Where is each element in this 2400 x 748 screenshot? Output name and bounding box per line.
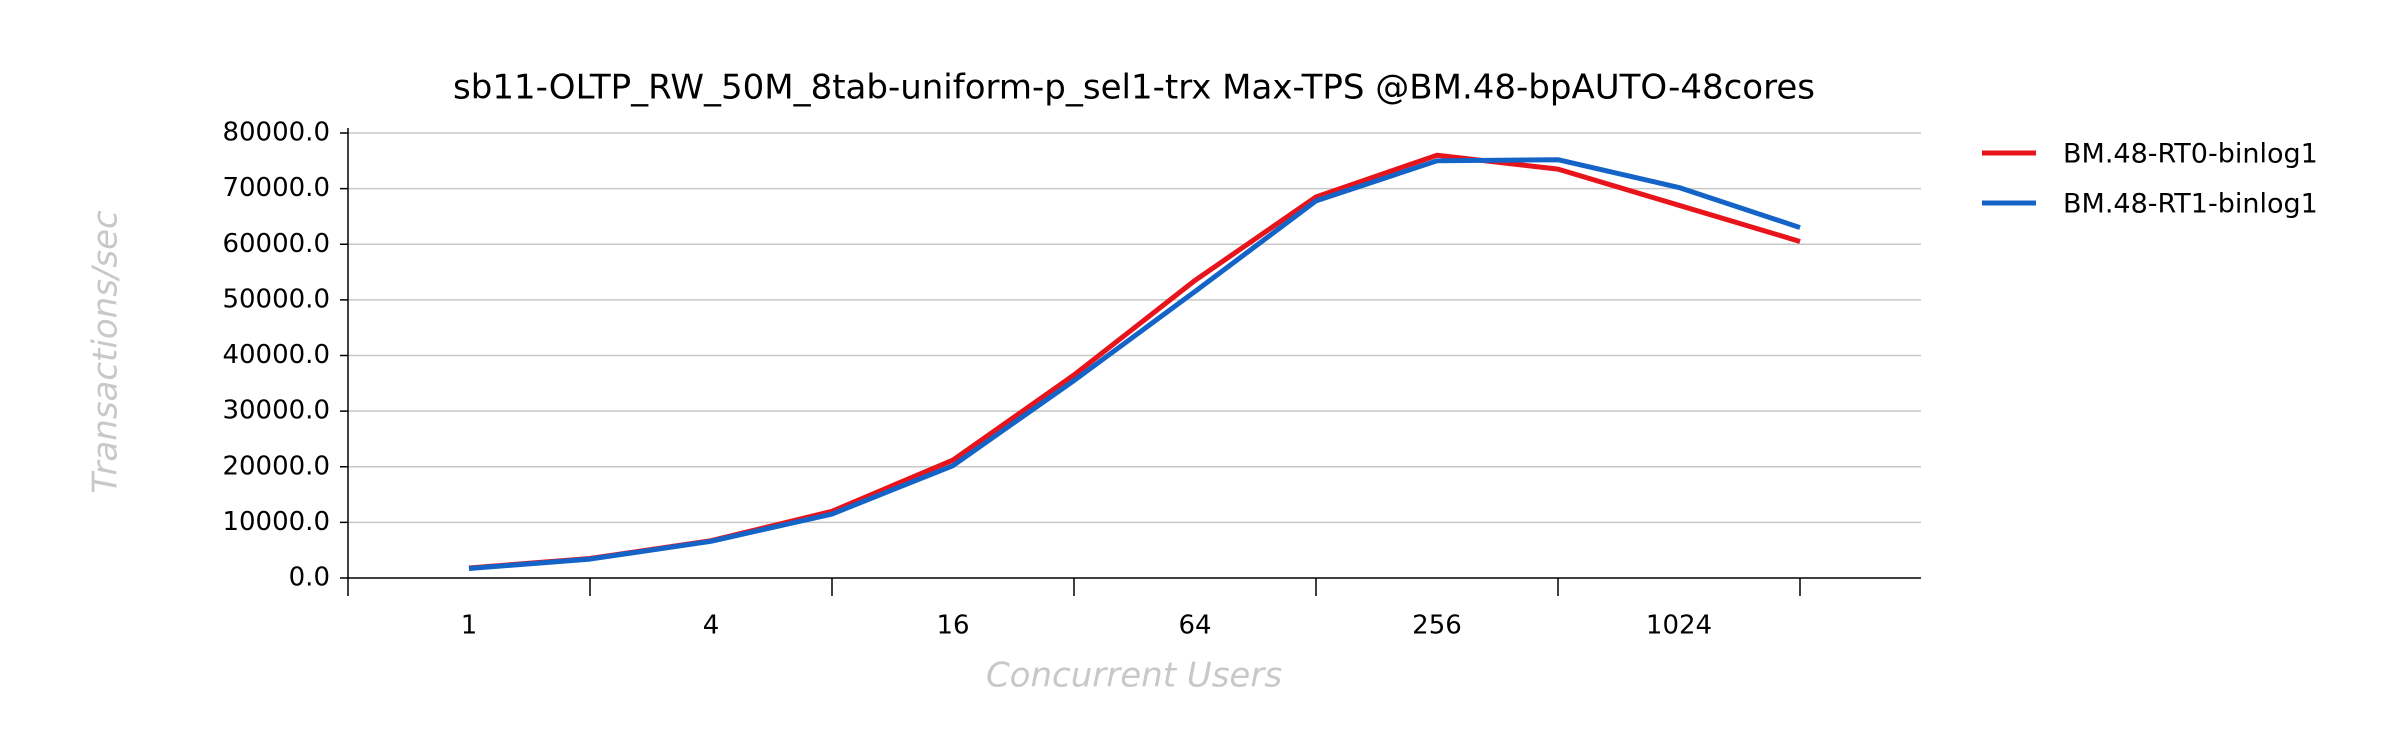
y-tick-label: 30000.0	[222, 396, 330, 426]
x-tick-label: 256	[1412, 611, 1462, 641]
x-tick-label: 4	[703, 611, 720, 641]
y-tick-label: 80000.0	[222, 118, 330, 148]
series-line	[468, 157, 1801, 572]
legend-label: BM.48-RT1-binlog1	[2063, 189, 2318, 220]
y-tick-label: 0.0	[289, 563, 330, 593]
x-tick-label: 1	[461, 611, 478, 641]
x-tick-label: 16	[936, 611, 969, 641]
series-line	[468, 152, 1801, 571]
y-tick-label: 50000.0	[222, 284, 330, 314]
chart-title: sb11-OLTP_RW_50M_8tab-uniform-p_sel1-trx…	[453, 68, 1815, 108]
x-tick-label: 1024	[1646, 611, 1712, 641]
x-axis-label: Concurrent Users	[986, 656, 1282, 696]
y-tick-label: 20000.0	[222, 451, 330, 481]
y-axis-label: Transactions/sec	[86, 210, 126, 494]
x-tick-label: 64	[1178, 611, 1211, 641]
y-tick-label: 10000.0	[222, 507, 330, 537]
y-tick-label: 40000.0	[222, 340, 330, 370]
legend-label: BM.48-RT0-binlog1	[2063, 139, 2318, 170]
y-tick-label: 60000.0	[222, 229, 330, 259]
y-tick-label: 70000.0	[222, 173, 330, 203]
